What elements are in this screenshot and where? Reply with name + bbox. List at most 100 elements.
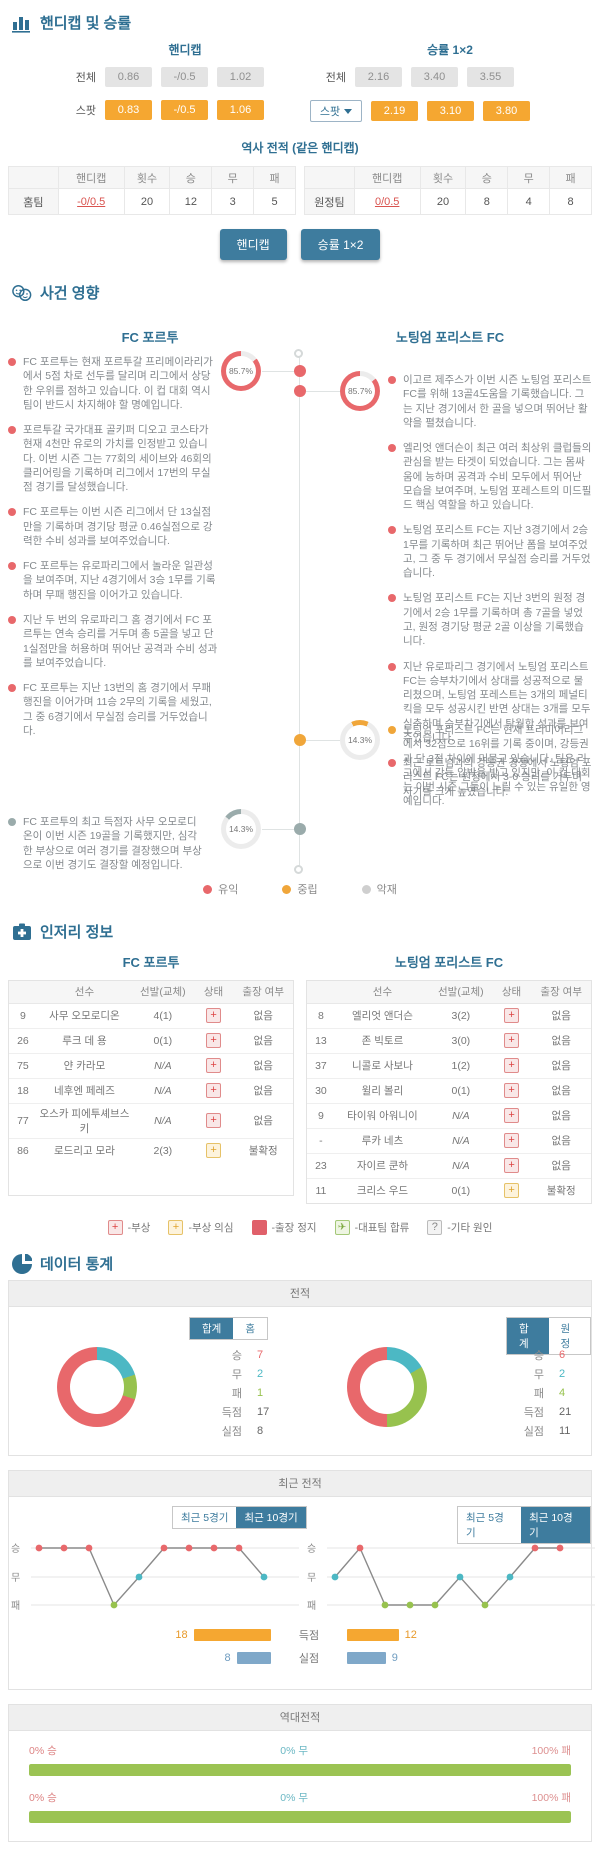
event-item: FC 포르투는 지난 13번의 홈 경기에서 무패 행진을 이어가며 11승 2… [8,681,218,738]
connector-line [262,371,294,372]
legend-item: ? -기타 원인 [427,1220,492,1235]
positive-bullet-icon [8,358,16,366]
stat-row: 득점 17 [221,1405,270,1419]
odds-value: 3.55 [467,67,514,87]
first-aid-icon [13,923,31,940]
positive-bullet-icon [388,594,396,603]
injury-row: 30 윌리 볼리 0(1) + 없음 [307,1078,591,1104]
section-title: 사건 영향 [40,285,100,302]
injury-icon: + [504,1008,520,1023]
injury-row: 23 자이르 쿤하 N/A + 없음 [307,1153,591,1179]
injury-icon: + [206,1113,222,1128]
injury-icon: + [206,1058,222,1073]
timeline-end-dot [294,865,303,874]
injury-row: 75 얀 카라모 N/A + 없음 [9,1053,293,1079]
away-team-title: 노팅엄 포리스트 FC [395,330,505,345]
connector-line [262,829,294,830]
odds-value: 3.10 [427,101,474,121]
h2h-label: 100% 패 [531,1792,571,1804]
injury-icon: + [206,1008,222,1023]
conceded-label: 실점 [298,1652,320,1665]
injury-row: 9 사무 오모로디온 4(1) + 없음 [9,1003,293,1029]
injury-icon: + [504,1108,520,1123]
legend-item: + -부상 [107,1220,150,1235]
legend-dot-icon [282,884,292,894]
influence-legend: 유익 중립 악재 [0,881,600,897]
winrate-tab-button[interactable]: 승률 1×2 [300,229,381,260]
total-label: 전체 [325,72,346,84]
handicap-odds-group: 핸디캡 전체 0.86 -/0.5 1.02 스팟 0.83 -/0.5 1.0… [60,41,310,135]
stat-row: 득점 21 [523,1405,572,1419]
away-recent-toggle[interactable]: 최근 5경기 최근 10경기 [457,1506,591,1544]
spot-dropdown[interactable]: 스팟 [310,100,362,122]
positive-bullet-icon [388,662,396,671]
toggle-total[interactable]: 합계 [190,1318,234,1339]
plus-yellow-icon: + [168,1220,184,1235]
odds-value: -/0.5 [161,100,208,120]
toggle-last10[interactable]: 최근 10경기 [521,1507,590,1543]
h2h-row: 0% 승 0% 무 100% 패 [29,1790,571,1823]
toggle-total[interactable]: 합계 [507,1318,549,1354]
legend-item: ✈ -대표팀 합류 [334,1220,409,1235]
legend-item: 악재 [361,881,397,897]
away-conceded-bar [347,1651,386,1664]
positive-bullet-icon [8,615,16,624]
home-record-toggle[interactable]: 합계 홈 [189,1317,268,1340]
handicap-link[interactable]: 0/0.5 [374,195,400,208]
event-item: 노팅엄 포리스트 FC는 지난 3번의 원정 경기에서 2승 1무를 기록하며 … [388,591,592,648]
injury-icon: + [504,1033,520,1048]
toggle-last10[interactable]: 최근 10경기 [236,1507,306,1528]
injury-row: 26 루크 데 용 0(1) + 없음 [9,1028,293,1054]
positive-bullet-icon [8,508,16,517]
chevron-down-icon [344,108,353,114]
injury-icon: + [206,1033,222,1048]
home-form-chart: 승무패 [11,1543,299,1612]
home-injury-table: 선수 선발(교체) 상태 출장 여부 9 사무 오모로디온 4(1) + 없음 26 루크 … [9,981,293,1163]
svg-text:승: 승 [307,1543,316,1555]
h2h-bar [29,1811,571,1823]
h2h-label: 0% 승 [29,1792,57,1804]
stats-section-header: 데이터 통계 [0,1241,600,1280]
legend-item: 유익 [203,881,238,897]
away-injury-column: 노팅엄 포리스트 FC 선수 선발(교체) 상태 출장 여부 [306,952,592,1204]
home-record-stats: 승 7 무 2 패 1 득점 17 실점 8 [202,1345,270,1440]
away-positive-gauge: 85.7% [340,371,380,411]
away-conceded-value: 9 [391,1651,398,1664]
home-record-donut [57,1347,137,1427]
toggle-last5[interactable]: 최근 5경기 [458,1507,522,1543]
events-section-header: 사건 영향 [0,270,600,309]
timeline-dot-positive [294,365,306,377]
section-title: 데이터 통계 [40,1256,114,1273]
winrate-odds-group: 승률 1×2 전체 2.16 3.40 3.55 스팟 2.19 3.10 3.… [310,41,590,135]
injury-row: 11 크리스 우드 0(1) + 불확정 [315,1183,576,1199]
away-record-toggle[interactable]: 합계 원정 [506,1317,591,1355]
toggle-home[interactable]: 홈 [233,1318,267,1339]
home-event-list: FC 포르투는 현재 포르투갈 프리메이라리가에서 5점 차로 선두를 달리며 … [8,355,218,749]
faces-icon [12,284,32,301]
injury-icon: + [504,1158,520,1173]
odds-value: 2.16 [355,67,402,87]
away-record-stats: 승 6 무 2 패 4 득점 21 실점 11 [504,1345,572,1440]
positive-bullet-icon [388,759,396,768]
h2h-label: 0% 승 [29,1745,57,1757]
home-recent-toggle[interactable]: 최근 5경기 최근 10경기 [172,1506,307,1529]
handicap-link[interactable]: -0/0.5 [77,195,106,208]
injury-row: 86 로드리고 모라 2(3) + 불확정 [17,1143,278,1159]
connector-line [306,391,340,392]
toggle-last5[interactable]: 최근 5경기 [173,1507,237,1528]
home-positive-gauge: 85.7% [221,351,261,391]
goals-bars: 18 득점 12 8 실점 [9,1623,600,1669]
h2h-label: 0% 무 [280,1792,309,1804]
table-row: 원정팀 0/0.5 20 8 4 8 [304,188,592,215]
h2h-panel: 역대전적 0% 승 0% 무 100% 패 0% 승 0% 무 100% 패 [8,1704,592,1842]
table-row: 홈팀 -0/0.5 20 12 3 5 [8,188,296,215]
timeline-line [299,355,300,871]
record-panel-header: 전적 [9,1281,591,1307]
handicap-tab-button[interactable]: 핸디캡 [219,229,287,260]
toggle-away[interactable]: 원정 [548,1318,590,1354]
event-item: 포르투갈 국가대표 골키퍼 디오고 코스타가 현재 4천만 유로의 가치를 인정… [8,423,218,494]
